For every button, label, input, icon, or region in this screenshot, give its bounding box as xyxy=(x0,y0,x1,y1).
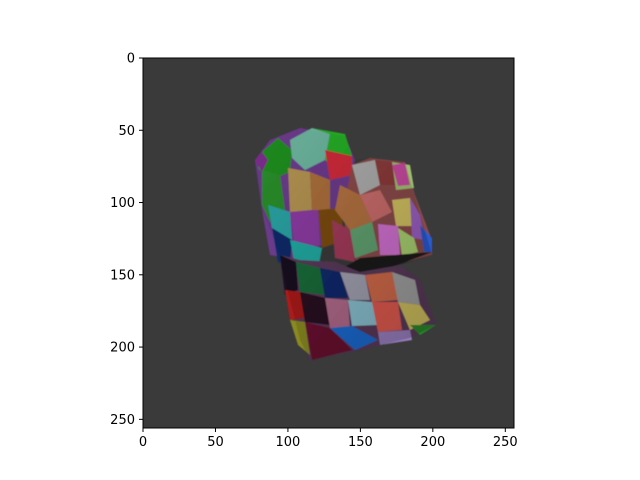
x-tick-label: 50 xyxy=(207,435,224,450)
y-tick-label: 50 xyxy=(118,124,135,139)
x-tick-label: 100 xyxy=(276,435,301,450)
x-axis-ticks: 0 50 100 150 200 250 xyxy=(139,428,518,450)
y-tick-label: 250 xyxy=(110,413,135,428)
y-tick-label: 200 xyxy=(110,341,135,356)
x-tick-label: 250 xyxy=(493,435,518,450)
x-tick-label: 200 xyxy=(420,435,445,450)
y-axis-ticks: 0 50 100 150 200 250 xyxy=(110,52,143,428)
y-tick-label: 150 xyxy=(110,268,135,283)
y-tick-label: 0 xyxy=(127,52,135,67)
x-tick-label: 150 xyxy=(348,435,373,450)
y-tick-label: 100 xyxy=(110,196,135,211)
axes-frame xyxy=(142,57,515,429)
shading-overlay xyxy=(255,128,436,360)
x-tick-label: 0 xyxy=(139,435,147,450)
voronoi-shape xyxy=(255,128,436,360)
